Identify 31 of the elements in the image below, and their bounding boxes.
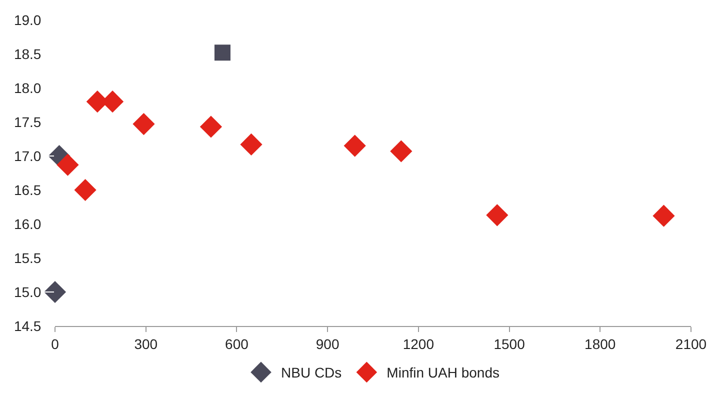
x-tick-label: 1500	[494, 336, 526, 352]
y-tick-label: 16.0	[14, 216, 42, 232]
y-tick-label: 16.5	[14, 182, 42, 198]
point	[344, 134, 366, 157]
point	[132, 112, 155, 136]
legend-label: Minfin UAH bonds	[386, 364, 500, 381]
x-tick-label: 600	[225, 336, 249, 352]
point	[240, 133, 262, 156]
point	[486, 204, 508, 226]
point	[214, 44, 230, 61]
y-tick-label: 17.5	[14, 114, 42, 130]
x-tick-label: 2100	[675, 336, 707, 352]
y-tick-label: 18.0	[14, 80, 42, 96]
point	[200, 116, 222, 138]
legend-label: NBU CDs	[281, 364, 342, 381]
y-tick-label: 17.0	[14, 148, 42, 164]
y-tick-label: 19.0	[14, 12, 42, 28]
x-tick-label: 0	[51, 336, 60, 352]
y-tick-label: 15.0	[14, 284, 42, 300]
point	[56, 154, 79, 176]
y-tick-label: 18.5	[14, 46, 42, 62]
y-tick-label: 15.5	[14, 250, 42, 266]
x-tick-label: 1800	[584, 336, 616, 352]
x-tick-label: 1200	[402, 336, 434, 352]
y-tick-label: 14.5	[14, 318, 42, 334]
x-tick-label: 900	[316, 336, 340, 352]
point	[44, 280, 66, 304]
point	[74, 178, 96, 202]
point	[652, 204, 675, 227]
point	[390, 140, 412, 162]
x-tick-label: 300	[134, 336, 158, 352]
